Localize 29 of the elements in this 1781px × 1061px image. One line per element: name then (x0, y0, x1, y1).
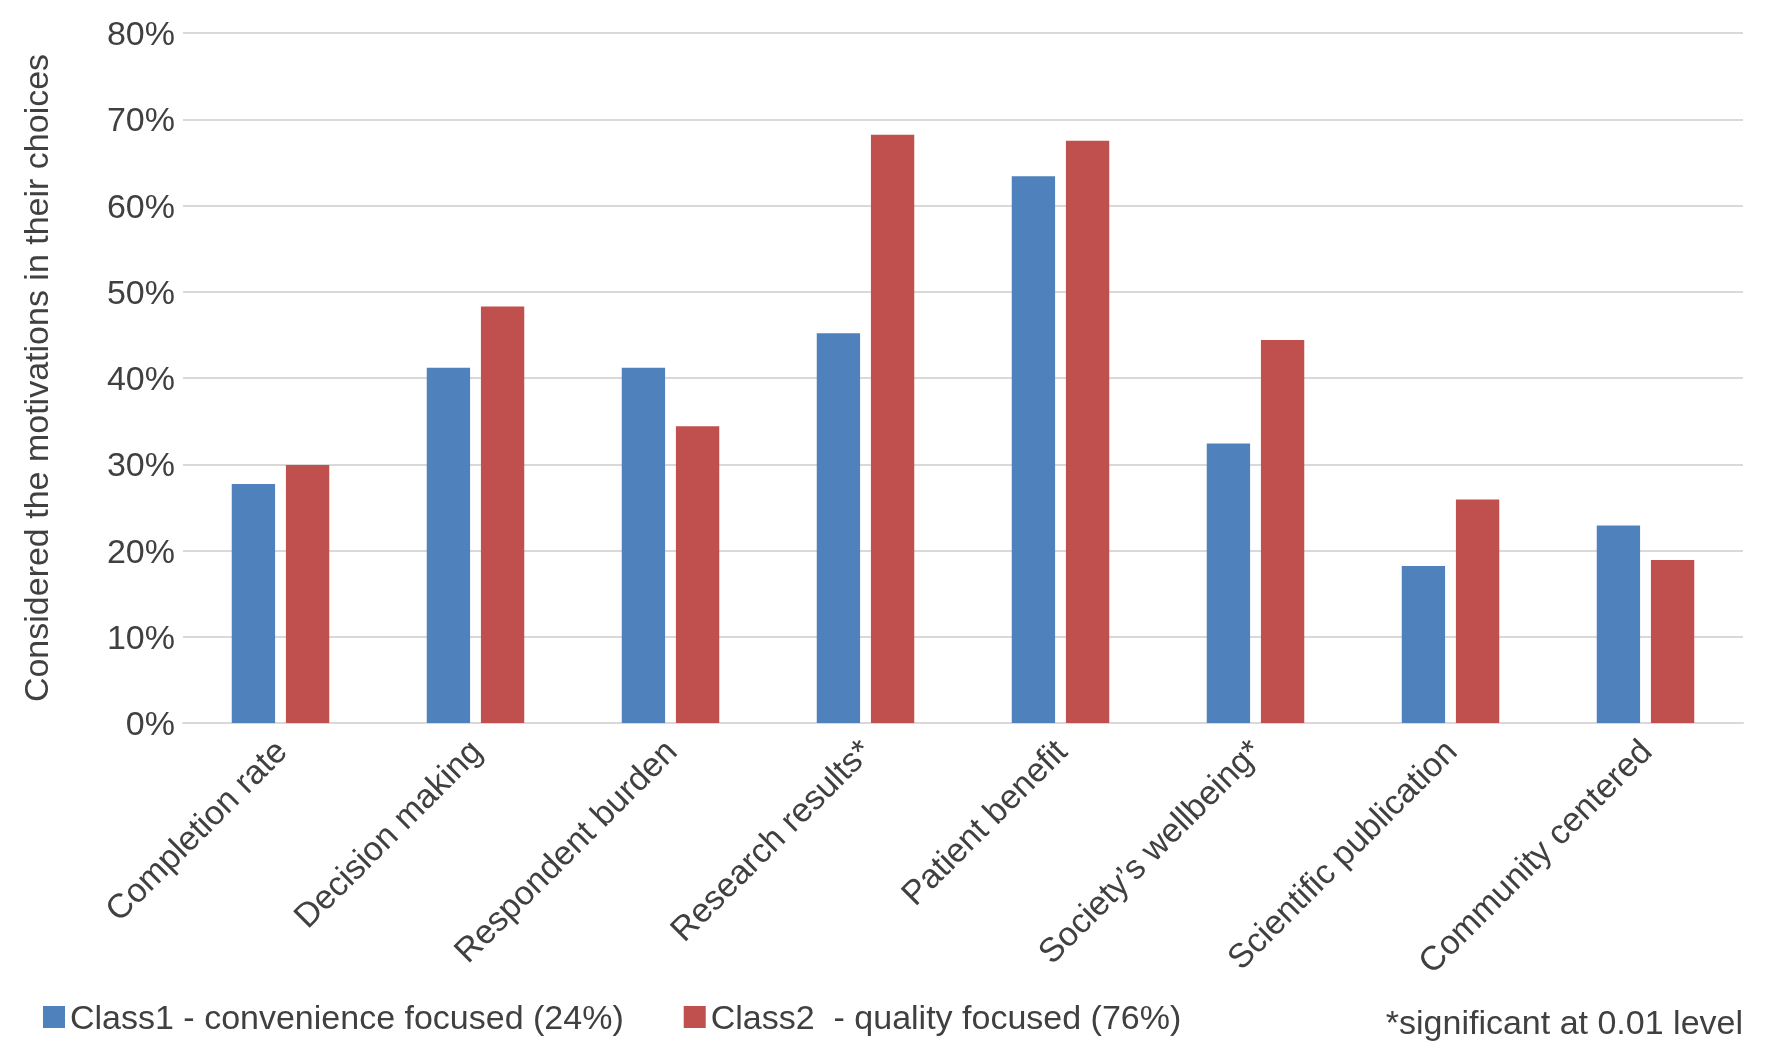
y-tick-label: 10% (106, 617, 175, 656)
y-tick-label: 50% (106, 272, 175, 311)
bar (1650, 559, 1695, 723)
bar (285, 465, 330, 723)
bar (1011, 176, 1056, 723)
y-tick-label: 80% (106, 14, 175, 52)
y-tick-label: 20% (106, 531, 175, 570)
bar (1401, 566, 1446, 723)
y-tick-label: 70% (106, 100, 175, 139)
bar (1596, 525, 1641, 723)
bar (1206, 443, 1251, 723)
bar (816, 333, 861, 723)
bar (480, 306, 525, 723)
bar (426, 367, 471, 723)
legend-label: Class1 - convenience focused (24%) (70, 998, 624, 1036)
y-tick-label: 60% (106, 186, 175, 225)
legend-label: Class2 - quality focused (76%) (710, 998, 1182, 1036)
bar (621, 367, 666, 723)
y-axis-title: Considered the motivations in their choices (17, 53, 55, 703)
bar (1260, 340, 1305, 723)
text: *significant at 0.01 level (1385, 1003, 1743, 1041)
bar (1455, 499, 1500, 723)
y-tick-label: 40% (106, 359, 175, 397)
bar (870, 134, 915, 723)
y-tick-label: 30% (106, 445, 175, 484)
y-tick-label: 0% (125, 704, 175, 742)
bar (231, 484, 276, 723)
bar (675, 426, 720, 723)
bar (1065, 140, 1110, 723)
